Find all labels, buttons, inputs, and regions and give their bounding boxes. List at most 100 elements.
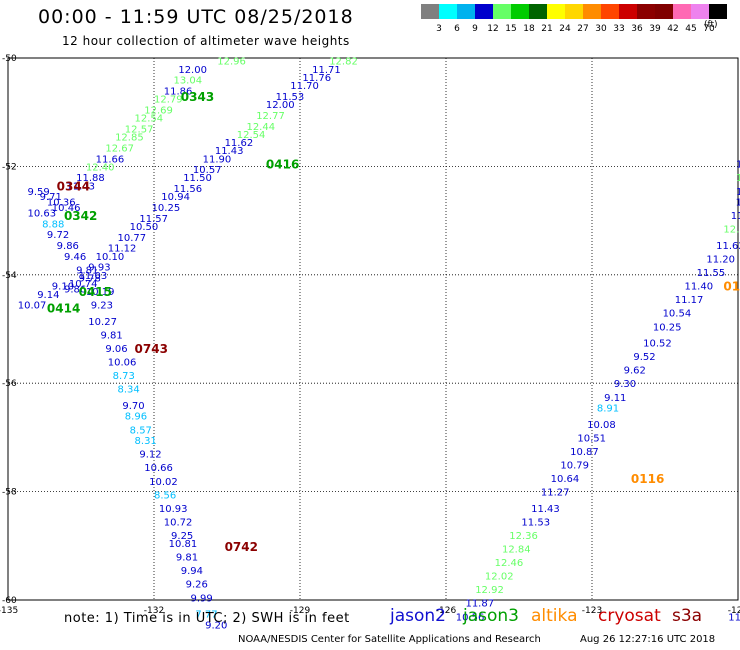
swh-value: 10.46: [52, 203, 81, 214]
swh-value: 11.53: [521, 517, 550, 528]
swh-value: 8.57: [130, 425, 152, 436]
color-scale-label: 42: [667, 24, 679, 34]
legend-altika: altika: [531, 606, 578, 626]
y-tick-label: -52: [2, 162, 17, 172]
pass-time-label: 0742: [225, 540, 258, 554]
swh-value: 9.94: [181, 566, 203, 577]
y-tick-label: -60: [2, 596, 17, 606]
color-scale-label: 6: [454, 24, 460, 34]
swh-value: 9.62: [624, 366, 646, 377]
swh-value: 11.70: [290, 81, 319, 92]
color-swatch: [709, 4, 728, 19]
swh-value: 10.08: [587, 420, 616, 431]
swh-value: 9.81: [76, 265, 98, 276]
swh-value: 11.78: [731, 211, 740, 222]
swh-value: 10.66: [144, 463, 173, 474]
swh-value: 8.91: [597, 404, 619, 415]
color-scale-label: 36: [631, 24, 643, 34]
swh-value: 10.25: [653, 322, 682, 333]
swh-value: 9.52: [633, 352, 655, 363]
swh-value: 12.92: [475, 585, 504, 596]
swh-value: 12.85: [115, 133, 144, 144]
swh-value: 9.71: [40, 192, 62, 203]
color-scale-label: 33: [613, 24, 625, 34]
swh-value: 8.31: [135, 436, 157, 447]
swh-value: 12.22: [723, 225, 740, 236]
swh-value: 9.70: [122, 401, 144, 412]
pass-time-label: 0116: [631, 472, 664, 486]
swh-value: 12.02: [485, 572, 514, 583]
y-tick-label: -56: [2, 379, 17, 389]
color-scale-unit: (ft): [704, 20, 718, 30]
pass-time-label: 0414: [47, 301, 80, 315]
color-scale-label: 15: [505, 24, 517, 34]
swh-value: 9.81: [100, 330, 122, 341]
swh-value: 10.56: [456, 612, 485, 623]
swh-value: 10.93: [159, 504, 188, 515]
swh-value: 9.72: [47, 230, 69, 241]
swh-value: 10.27: [88, 317, 117, 328]
swh-value: 12.40: [86, 162, 115, 173]
swh-value: 10.52: [643, 339, 672, 350]
pass-time-label: 0343: [181, 90, 214, 104]
swh-value: 12: [736, 173, 740, 184]
swh-value: 12.54: [237, 130, 266, 141]
pass-time-label: 0416: [266, 158, 299, 172]
swh-value: 8.73: [113, 371, 135, 382]
swh-value: 10.50: [130, 222, 159, 233]
swh-value: 11.43: [215, 146, 244, 157]
swh-value: 9.30: [614, 379, 636, 390]
footer-note: note: 1) Time is in UTC; 2) SWH is in fe…: [64, 611, 350, 626]
swh-value: 9.25: [171, 531, 193, 542]
swh-value: 12.82: [329, 57, 358, 68]
swh-value: 10.51: [577, 433, 606, 444]
swh-value: 11: [728, 612, 740, 623]
legend-cryosat: cryosat: [598, 606, 661, 626]
swh-value: 12.79: [154, 95, 183, 106]
y-tick-label: -50: [2, 54, 17, 64]
swh-value: 11.43: [66, 181, 95, 192]
swh-value: 11.40: [684, 282, 713, 293]
swh-value: 9.23: [91, 301, 113, 312]
swh-value: 10.63: [27, 208, 56, 219]
swh-value: 12.00: [266, 100, 295, 111]
swh-value: 10.72: [164, 517, 193, 528]
swh-value: 12.69: [144, 105, 173, 116]
swh-value: 10.36: [47, 198, 76, 209]
swh-value: 12.44: [246, 122, 275, 133]
swh-value: 9.99: [191, 593, 213, 604]
color-scale-label: 21: [541, 24, 553, 34]
color-scale-label: 3: [436, 24, 442, 34]
color-scale-label: 18: [523, 24, 535, 34]
legend-jason2: jason2: [390, 606, 446, 626]
swh-value: 11.2: [736, 198, 740, 209]
legend-jason3: jason3: [463, 606, 519, 626]
swh-value: 12.77: [256, 111, 285, 122]
swh-value: 10.02: [149, 477, 178, 488]
swh-value: 11.62: [225, 138, 254, 149]
swh-value: 11.17: [675, 295, 704, 306]
y-tick-label: -58: [2, 488, 17, 498]
swh-value: 10.79: [560, 461, 589, 472]
swh-value: 11.71: [312, 65, 341, 76]
swh-value: 12.54: [135, 114, 164, 125]
color-scale-label: 27: [577, 24, 589, 34]
swh-value: 9.86: [57, 241, 79, 252]
swh-value: 11.55: [697, 268, 726, 279]
swh-value: 11.27: [541, 488, 570, 499]
swh-value: 11.57: [139, 214, 168, 225]
y-tick-label: -54: [2, 271, 17, 281]
swh-value: 12.57: [125, 124, 154, 135]
swh-value: 7.77: [195, 610, 217, 621]
swh-value: 13.04: [173, 76, 202, 87]
pass-time-label: 0344: [57, 179, 90, 193]
swh-value: 8.34: [118, 385, 140, 396]
swh-value: 9.14: [37, 290, 59, 301]
swh-value: 11.53: [276, 92, 305, 103]
pass-time-label: 011: [723, 280, 740, 294]
swh-value: 11.88: [76, 173, 105, 184]
swh-value: 11.62: [716, 241, 740, 252]
swh-value: 9.26: [186, 580, 208, 591]
generated-timestamp: Aug 26 12:27:16 UTC 2018: [580, 634, 716, 645]
